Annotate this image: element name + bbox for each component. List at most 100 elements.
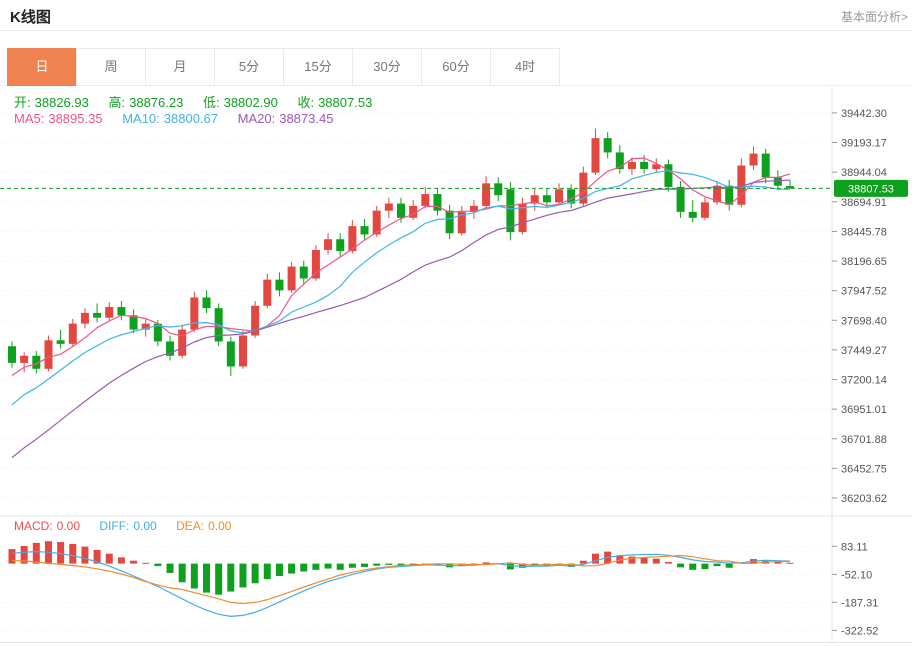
candle-body — [190, 297, 199, 330]
candle-body — [93, 312, 102, 318]
price-axis-label: 36452.75 — [841, 463, 887, 475]
candle-body — [287, 266, 296, 291]
macd-bar — [324, 563, 332, 569]
macd-histogram — [8, 541, 794, 595]
macd-bar — [32, 542, 40, 564]
macd-bar — [130, 560, 138, 564]
candle-body — [202, 297, 211, 309]
macd-bar — [263, 563, 271, 580]
candle-body — [372, 210, 381, 235]
candle-body — [348, 226, 357, 252]
ma10-value: MA10: 38800.67 — [122, 111, 219, 126]
macd-bar — [336, 563, 344, 570]
macd-bar — [57, 542, 65, 564]
candle-body — [494, 183, 503, 196]
candle-body — [336, 239, 345, 252]
page-title: K线图 — [10, 9, 51, 26]
candle-body — [68, 323, 77, 344]
candle-body — [141, 323, 150, 330]
tab-day[interactable]: 日 — [7, 48, 77, 86]
candle-body — [226, 341, 235, 367]
macd-bar — [251, 563, 259, 584]
candle-body — [433, 194, 442, 211]
fundamental-analysis-link[interactable]: 基本面分析> — [840, 10, 908, 24]
candle-body — [409, 205, 418, 218]
tab-month[interactable]: 月 — [145, 48, 215, 86]
macd-bar — [482, 562, 490, 564]
candle-body — [20, 355, 29, 363]
price-axis-label: 38445.78 — [841, 226, 887, 238]
low-value: 低: 38802.90 — [202, 95, 278, 110]
candle-body — [324, 239, 333, 250]
ma20-line — [11, 179, 791, 459]
price-axis-label: 37947.52 — [841, 286, 887, 298]
macd-bar — [312, 563, 320, 570]
macd-axis-label: -322.52 — [841, 625, 878, 637]
price-axis-labels: 39442.30 39193.17 38944.04 38694.91 38445.78… — [841, 108, 887, 505]
macd-bar — [300, 563, 308, 572]
macd-bar — [701, 563, 709, 569]
candle-body — [676, 186, 685, 212]
candle-body — [421, 194, 430, 206]
macd-bar — [215, 563, 223, 595]
candle-body — [275, 279, 284, 291]
ma10-line — [11, 170, 791, 406]
candle-body — [445, 210, 454, 234]
macd-bar — [69, 543, 77, 564]
macd-bar — [519, 563, 527, 568]
macd-value: MACD: 0.00 — [14, 519, 81, 533]
price-axis-label: 38944.04 — [841, 167, 887, 179]
ohlc-legend: 开: 38826.93 高: 38876.23 低: 38802.90 收: 38807… — [14, 92, 388, 111]
candle-body — [530, 195, 539, 204]
price-axis-label: 37200.14 — [841, 375, 887, 387]
price-axis-label: 39193.17 — [841, 138, 887, 150]
price-axis-label: 38196.65 — [841, 256, 887, 268]
candle-body — [688, 211, 697, 218]
candle-body — [664, 164, 673, 187]
candle-body — [8, 346, 16, 363]
ma5-line — [11, 157, 791, 376]
macd-bar — [652, 558, 660, 564]
ma5-value: MA5: 38895.35 — [14, 111, 103, 126]
candle-body — [153, 323, 162, 342]
candle-body — [251, 305, 260, 336]
candle-body — [457, 211, 466, 234]
candle-body — [166, 341, 175, 356]
macd-bar — [348, 563, 356, 568]
macd-bar — [203, 563, 210, 593]
ma20-value: MA20: 38873.45 — [237, 111, 334, 126]
price-axis-label: 36203.62 — [841, 493, 887, 505]
candle-body — [603, 138, 612, 153]
dea-value: DEA: 0.00 — [176, 519, 232, 533]
macd-bar — [640, 557, 648, 564]
tab-5min[interactable]: 5分 — [214, 48, 284, 86]
macd-bar — [579, 560, 587, 564]
close-value: 收: 38807.53 — [297, 95, 373, 110]
current-price-tag — [834, 179, 908, 197]
tab-60min[interactable]: 60分 — [421, 48, 491, 86]
macd-legend: MACD: 0.00 DIFF: 0.00 DEA: 0.00 — [14, 519, 247, 533]
high-value: 高: 38876.23 — [108, 95, 184, 110]
price-axis-label: 39442.30 — [841, 108, 887, 120]
macd-bar — [664, 561, 672, 564]
macd-bar — [725, 563, 733, 568]
candle-body — [44, 340, 53, 369]
candle-body — [506, 189, 515, 233]
macd-bar — [385, 563, 393, 565]
macd-bar — [774, 561, 782, 564]
macd-bar — [154, 563, 162, 567]
tab-week[interactable]: 周 — [76, 48, 146, 86]
macd-bar — [93, 549, 101, 564]
candle-body — [615, 152, 624, 170]
tab-15min[interactable]: 15分 — [283, 48, 353, 86]
candle-body — [311, 249, 320, 279]
tab-4hour[interactable]: 4时 — [490, 48, 560, 86]
candle-body — [567, 189, 576, 204]
tab-30min[interactable]: 30分 — [352, 48, 422, 86]
macd-bar — [677, 563, 685, 568]
price-axis-label: 37698.40 — [841, 315, 887, 327]
candle-body — [129, 315, 138, 330]
price-axis-label: 37449.27 — [841, 345, 887, 357]
